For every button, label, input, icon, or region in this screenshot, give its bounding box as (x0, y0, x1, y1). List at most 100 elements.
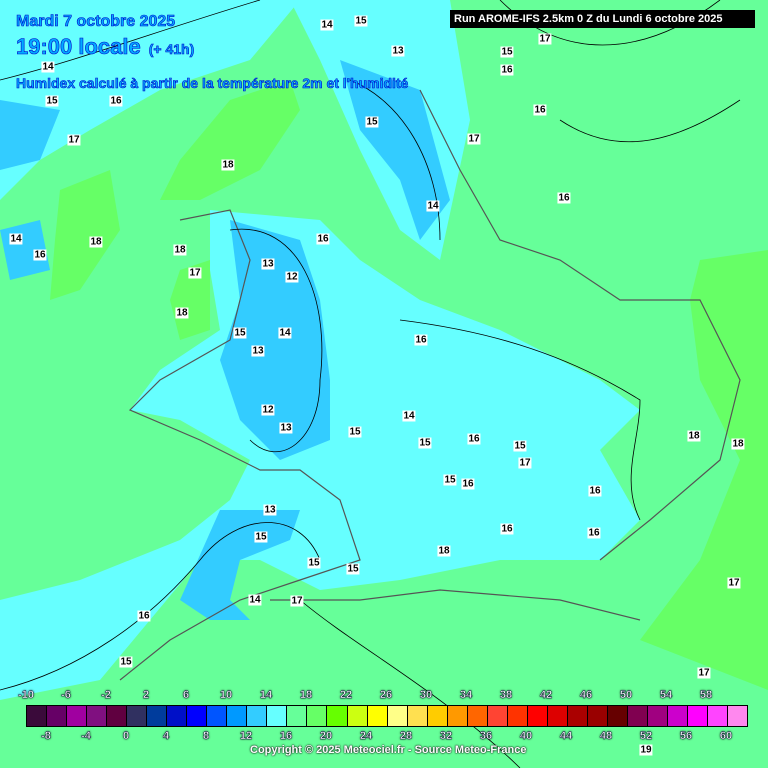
green-region-ireland (160, 80, 300, 200)
legend-tick-label: -2 (101, 689, 111, 701)
legend-tick-label: 10 (219, 689, 233, 701)
map-value-label: 16 (557, 192, 571, 204)
copyright: Copyright © 2025 Meteociel.fr - Source M… (250, 744, 527, 756)
legend-swatch (327, 706, 348, 726)
map-value-label: 16 (137, 610, 151, 622)
legend-tick-label: 60 (719, 730, 733, 742)
legend-tick-label: -8 (41, 730, 51, 742)
map-value-label: 12 (261, 404, 275, 416)
map-value-label: 18 (437, 545, 451, 557)
map-value-label: 18 (221, 159, 235, 171)
map-value-label: 15 (233, 327, 247, 339)
legend-tick-label: 18 (299, 689, 313, 701)
legend-swatch (47, 706, 68, 726)
legend-tick-label: 28 (399, 730, 413, 742)
cyan-region-west (0, 0, 300, 200)
map-value-label: 18 (687, 430, 701, 442)
legend-swatch (728, 706, 748, 726)
legend-tick-label: 54 (659, 689, 673, 701)
map-value-label: 16 (33, 249, 47, 261)
legend-swatch (668, 706, 689, 726)
legend-swatch (647, 706, 668, 726)
legend-tick-label: 0 (122, 730, 130, 742)
legend-swatch (507, 706, 528, 726)
map-value-label: 17 (67, 134, 81, 146)
legend-swatch (487, 706, 508, 726)
map-value-label: 14 (320, 19, 334, 31)
map-value-label: 19 (639, 744, 653, 756)
forecast-lead: (+ 41h) (148, 41, 195, 58)
legend-swatch (387, 706, 408, 726)
legend-tick-label: 34 (459, 689, 473, 701)
map-value-label: 17 (467, 133, 481, 145)
legend-tick-label: -4 (81, 730, 91, 742)
map-value-label: 13 (263, 504, 277, 516)
map-value-label: 15 (500, 46, 514, 58)
map-value-label: 16 (467, 433, 481, 445)
legend-swatch (187, 706, 208, 726)
map-value-label: 15 (443, 474, 457, 486)
forecast-time-text: 19:00 locale (16, 34, 141, 60)
map-value-label: 16 (316, 233, 330, 245)
map-value-label: 14 (248, 594, 262, 606)
map-value-label: 14 (9, 233, 23, 245)
legend-swatch (567, 706, 588, 726)
map-value-label: 18 (175, 307, 189, 319)
map-value-label: 17 (697, 667, 711, 679)
legend-tick-label: 24 (359, 730, 373, 742)
legend-swatch (527, 706, 548, 726)
map-value-label: 15 (45, 95, 59, 107)
legend-tick-label: 38 (499, 689, 513, 701)
legend-tick-label: 48 (599, 730, 613, 742)
legend-tick-label: 50 (619, 689, 633, 701)
map-value-label: 14 (426, 200, 440, 212)
map-value-label: 13 (279, 422, 293, 434)
map-value-label: 13 (391, 45, 405, 57)
coastlines (119, 89, 741, 681)
map-description: Humidex calculé à partir de la températu… (16, 75, 409, 92)
map-value-label: 16 (588, 485, 602, 497)
legend-tick-label: 32 (439, 730, 453, 742)
map-value-label: 16 (533, 104, 547, 116)
legend-swatch (708, 706, 729, 726)
legend-swatch (587, 706, 608, 726)
map-value-label: 14 (41, 61, 55, 73)
legend-swatch (287, 706, 308, 726)
legend-tick-label: 2 (142, 689, 150, 701)
map-value-label: 15 (354, 15, 368, 27)
legend-tick-label: -6 (61, 689, 71, 701)
legend-swatch (87, 706, 108, 726)
legend-tick-label: 4 (162, 730, 170, 742)
legend-tick-label: 30 (419, 689, 433, 701)
legend-swatch (207, 706, 228, 726)
cyan-region-wales (0, 210, 640, 700)
legend-tick-label: 42 (539, 689, 553, 701)
map-value-label: 17 (518, 457, 532, 469)
legend-swatch (627, 706, 648, 726)
map-value-label: 15 (348, 426, 362, 438)
map-value-label: 16 (414, 334, 428, 346)
map-value-label: 15 (418, 437, 432, 449)
forecast-date: Mardi 7 octobre 2025 (16, 13, 176, 31)
legend-tick-label: 20 (319, 730, 333, 742)
map-value-label: 12 (285, 271, 299, 283)
legend-swatch (467, 706, 488, 726)
map-value-label: 15 (346, 563, 360, 575)
legend-tick-label: 6 (182, 689, 190, 701)
blue-region-sw (180, 510, 300, 620)
map-value-label: 18 (173, 244, 187, 256)
legend-tick-label: 14 (259, 689, 273, 701)
legend-swatch (227, 706, 248, 726)
legend-swatch (307, 706, 328, 726)
legend-tick-label: 16 (279, 730, 293, 742)
legend-swatch (27, 706, 48, 726)
legend-tick-label: 58 (699, 689, 713, 701)
map-value-label: 17 (538, 33, 552, 45)
map-value-label: 16 (587, 527, 601, 539)
legend-tick-label: 40 (519, 730, 533, 742)
legend-swatch (427, 706, 448, 726)
map-value-label: 15 (513, 440, 527, 452)
legend-swatch (67, 706, 88, 726)
legend-tick-label: 36 (479, 730, 493, 742)
legend-tick-label: 52 (639, 730, 653, 742)
